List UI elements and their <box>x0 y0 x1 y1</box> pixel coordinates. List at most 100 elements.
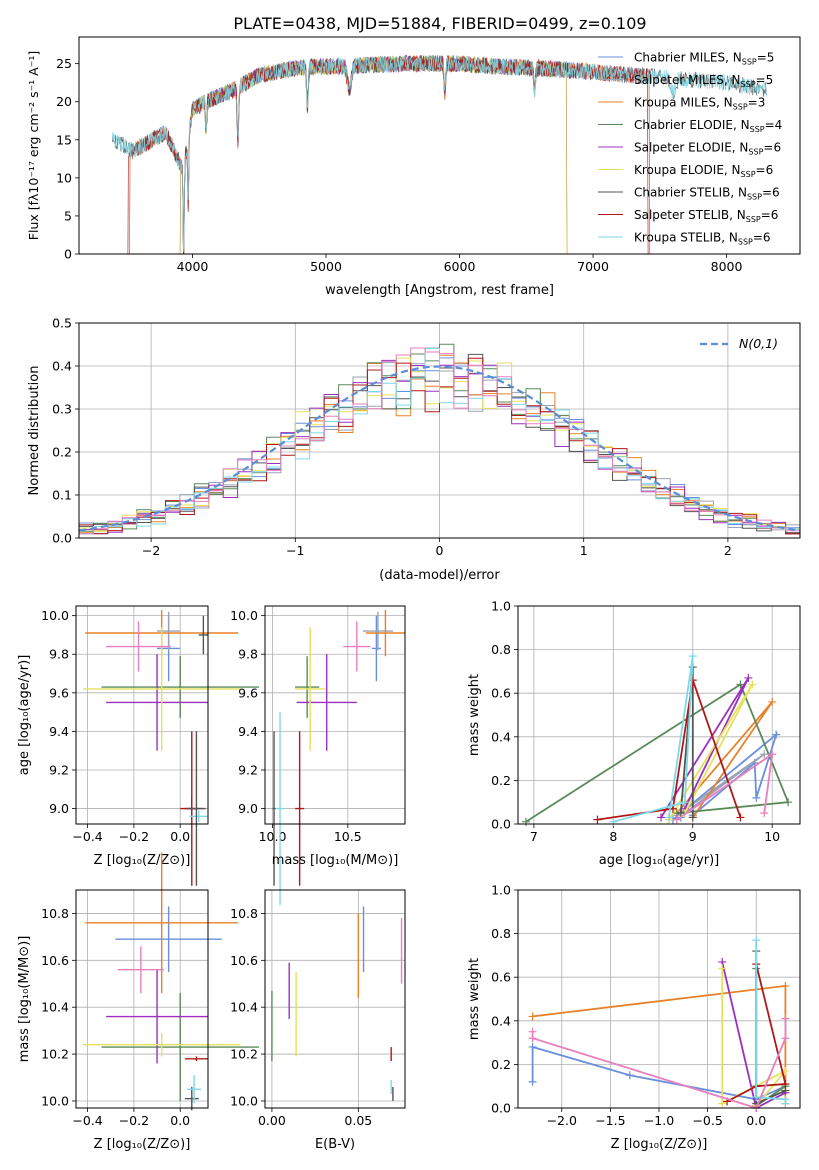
weight-marker <box>656 813 665 822</box>
x-tick-label: 8 <box>609 829 617 844</box>
weight-marker <box>752 1093 761 1102</box>
weight-marker <box>680 798 689 807</box>
spectrum-line <box>112 55 767 253</box>
normal-curve <box>78 365 801 532</box>
x-tick-label: 5000 <box>310 259 342 274</box>
y-tick-label: 10.2 <box>41 1047 69 1062</box>
x-tick-label: 10 <box>764 829 780 844</box>
legend-subscript: SSP <box>742 58 757 67</box>
weight-marker <box>676 809 685 818</box>
x-tick-label: −1.0 <box>644 1113 674 1128</box>
weight-marker <box>781 1034 790 1043</box>
weight-marker <box>744 673 753 682</box>
legend-subscript: SSP <box>748 148 763 157</box>
x-tick-label: −0.2 <box>119 1113 149 1128</box>
y-tick-label: 9.6 <box>238 685 258 700</box>
y-tick-label: 0.2 <box>52 445 72 460</box>
legend-label: N(0,1) <box>739 336 778 351</box>
weight-line <box>676 752 774 821</box>
x-tick-label: 0 <box>436 543 444 558</box>
y-tick-label: 9.8 <box>49 647 69 662</box>
legend-count: =5 <box>757 51 775 65</box>
x-axis-label: (data-model)/error <box>379 568 500 583</box>
weight-marker <box>752 936 761 945</box>
legend-label: Salpeter MILES, NSSP=5 <box>634 73 773 89</box>
y-tick-label: 10.4 <box>41 1000 69 1015</box>
x-tick-label: −1 <box>286 543 304 558</box>
y-tick-label: 9.0 <box>238 801 258 816</box>
y-tick-label: 0.5 <box>52 316 72 331</box>
axes-frame <box>264 889 406 1109</box>
x-axis-label: E(B-V) <box>315 1137 355 1152</box>
legend-subscript: SSP <box>746 215 761 224</box>
y-tick-label: 0.8 <box>491 926 511 941</box>
axes-frame <box>78 322 801 539</box>
x-tick-label: 0.05 <box>344 1113 372 1128</box>
x-tick-label: 2 <box>724 543 732 558</box>
y-tick-label: 10.2 <box>230 1047 258 1062</box>
weight-marker <box>784 798 793 807</box>
weight-vs-age-panel: 7 8 9 10 0.0 0.2 0.4 0.6 0.8 1.0 age [log₁₀(age/yr… <box>467 599 801 868</box>
x-tick-label: 0.00 <box>258 1113 286 1128</box>
x-tick-label: −2 <box>142 543 160 558</box>
y-tick-label: 10.0 <box>41 1093 69 1108</box>
weight-marker <box>528 1077 537 1086</box>
weight-marker <box>736 680 745 689</box>
legend-subscript: SSP <box>741 170 756 179</box>
x-tick-label: −0.4 <box>72 829 102 844</box>
y-tick-label: 10.4 <box>230 1000 258 1015</box>
y-tick-label: 10.6 <box>41 953 69 968</box>
y-tick-label: 9.4 <box>238 724 258 739</box>
legend-count: =3 <box>748 96 766 110</box>
y-axis-label: Flux [fλ10⁻¹⁷ erg cm⁻² s⁻¹ A⁻¹] <box>26 51 41 240</box>
y-tick-label: 0.4 <box>52 359 72 374</box>
mass-vs-ebv-panel: 0.00 0.05 10.0 10.2 10.4 10.6 10.8 E(B-V) <box>230 889 406 1152</box>
y-tick-label: 0.3 <box>52 402 72 417</box>
x-tick-label: 1 <box>580 543 588 558</box>
y-tick-label: 5 <box>64 208 72 223</box>
legend-subscript: SSP <box>733 103 748 112</box>
y-tick-label: 10.8 <box>41 906 69 921</box>
weight-marker <box>748 680 757 689</box>
weight-marker <box>688 813 697 822</box>
weight-marker <box>772 730 781 739</box>
y-tick-label: 9.2 <box>238 762 258 777</box>
y-tick-label: 0.6 <box>491 970 511 985</box>
weight-line <box>525 683 790 823</box>
y-tick-label: 1.0 <box>491 599 511 614</box>
weight-marker <box>781 1099 790 1108</box>
y-tick-label: 0 <box>64 247 72 262</box>
legend-count: =6 <box>762 186 780 200</box>
y-axis-label: mass weight <box>467 958 482 1040</box>
weight-marker <box>781 1080 790 1089</box>
legend-label: Salpeter ELODIE, NSSP=6 <box>634 141 781 157</box>
x-tick-label: −1.5 <box>595 1113 625 1128</box>
legend-label: Kroupa MILES, NSSP=3 <box>634 96 765 112</box>
weight-marker <box>672 815 681 824</box>
weight-marker <box>688 652 697 661</box>
y-tick-label: 0.2 <box>491 1057 511 1072</box>
legend-count: =6 <box>753 231 771 245</box>
legend-label: Chabrier MILES, NSSP=5 <box>634 51 774 67</box>
x-tick-label: 4000 <box>177 259 209 274</box>
x-tick-label: −2.0 <box>547 1113 577 1128</box>
x-axis-label: mass [log₁₀(M/M⊙)] <box>272 853 399 868</box>
y-tick-label: 10.0 <box>230 608 258 623</box>
weight-marker <box>528 1042 537 1051</box>
axes-frame <box>517 889 801 1109</box>
x-tick-label: 0.0 <box>746 1113 766 1128</box>
weight-marker <box>752 793 761 802</box>
y-tick-label: 15 <box>56 132 72 147</box>
age-vs-z-panel: −0.4 −0.2 0.0 9.0 9.2 9.4 9.6 9.8 10.0 Z [log₁₀(Z… <box>17 605 259 886</box>
x-tick-label: 6000 <box>444 259 476 274</box>
y-tick-label: 0.4 <box>491 729 511 744</box>
y-tick-label: 0.6 <box>491 686 511 701</box>
weight-marker <box>593 815 602 824</box>
age-vs-mass-panel: 10.0 10.5 9.0 9.2 9.4 9.6 9.8 10.0 mass [log₁₀(M… <box>230 605 406 906</box>
y-tick-label: 9.2 <box>49 762 69 777</box>
legend-count: =5 <box>756 73 774 87</box>
weight-line <box>597 679 742 821</box>
weight-line <box>613 655 694 823</box>
y-tick-label: 0.0 <box>491 1101 511 1116</box>
y-axis-label: mass [log₁₀(M/M⊙)] <box>17 936 32 1063</box>
